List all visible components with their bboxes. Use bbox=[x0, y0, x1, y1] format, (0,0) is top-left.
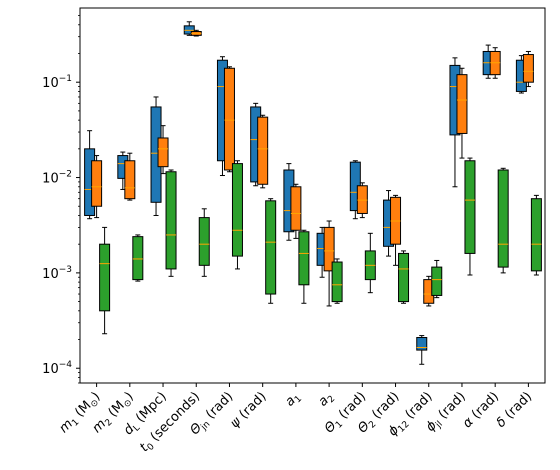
box-series-1-cat-1 bbox=[124, 152, 136, 201]
y-tick-label: 10−3 bbox=[42, 265, 72, 282]
box-body bbox=[99, 243, 111, 312]
x-tick-label: a2 bbox=[316, 389, 338, 411]
box-body bbox=[497, 169, 509, 268]
y-tick-label: 10−4 bbox=[42, 360, 72, 377]
box-series-1-cat-11 bbox=[456, 67, 468, 159]
x-tick-label: δ (rad) bbox=[494, 389, 536, 431]
box-series-1-cat-13 bbox=[522, 50, 534, 88]
box-series-2-cat-1 bbox=[132, 234, 144, 282]
box-body bbox=[124, 160, 136, 200]
box-body bbox=[231, 163, 243, 257]
box-body bbox=[265, 200, 277, 295]
box-series-1-cat-8 bbox=[356, 182, 368, 219]
box-series-1-cat-6 bbox=[290, 183, 302, 239]
box-body bbox=[398, 252, 410, 303]
box-series-1-cat-12 bbox=[489, 47, 501, 79]
box-series-1-cat-0 bbox=[91, 155, 103, 219]
box-body bbox=[464, 160, 476, 254]
box-body bbox=[257, 116, 269, 185]
axes-frame bbox=[79, 7, 546, 384]
x-tick-label: m2 (M⊙) bbox=[90, 389, 138, 437]
box-body bbox=[522, 54, 534, 83]
box-series-2-cat-12 bbox=[497, 167, 509, 274]
box-body bbox=[416, 337, 428, 351]
box-body bbox=[456, 74, 468, 134]
box-body bbox=[290, 186, 302, 231]
box-series-2-cat-7 bbox=[331, 258, 343, 304]
box-body bbox=[298, 231, 310, 286]
plot-frame bbox=[79, 7, 546, 384]
box-body bbox=[331, 261, 343, 303]
box-series-2-cat-13 bbox=[530, 194, 542, 276]
boxes-layer bbox=[84, 21, 542, 365]
box-series-1-cat-5 bbox=[257, 114, 269, 189]
y-tick-label: 10−1 bbox=[42, 74, 72, 91]
box-series-2-cat-8 bbox=[364, 232, 376, 294]
box-series-1-cat-9 bbox=[390, 194, 402, 266]
x-tick-label: ψ (rad) bbox=[227, 389, 269, 431]
box-body bbox=[165, 171, 177, 270]
box-series-2-cat-4 bbox=[231, 160, 243, 270]
box-body bbox=[198, 217, 210, 266]
box-body bbox=[530, 198, 542, 272]
box-series-2-cat-10 bbox=[431, 259, 443, 299]
box-body bbox=[223, 67, 235, 171]
box-body bbox=[91, 160, 103, 207]
box-series-1-cat-4 bbox=[223, 66, 235, 173]
box-series-2-cat-6 bbox=[298, 229, 310, 304]
box-body bbox=[431, 266, 443, 296]
box-series-1-cat-2 bbox=[157, 125, 169, 175]
box-series-2-cat-5 bbox=[265, 198, 277, 304]
box-body bbox=[157, 137, 169, 168]
box-series-2-cat-2 bbox=[165, 169, 177, 277]
x-axis: m1 (M⊙)m2 (M⊙)dL (Mpc)t0 (seconds)Θjn (r… bbox=[56, 383, 536, 455]
box-body bbox=[132, 236, 144, 281]
box-series-2-cat-9 bbox=[398, 250, 410, 304]
x-tick-label: a1 bbox=[282, 389, 304, 411]
box-series-2-cat-3 bbox=[198, 208, 210, 277]
box-series-1-cat-3 bbox=[190, 29, 202, 37]
y-axis: 10−4 10−3 10−2 10−1 bbox=[42, 15, 80, 384]
box-body bbox=[323, 226, 335, 272]
box-series-2-cat-0 bbox=[99, 226, 111, 335]
x-tick-label: α (rad) bbox=[460, 389, 502, 431]
y-tick-label: 10−2 bbox=[42, 170, 72, 187]
box-series-1-cat-7 bbox=[323, 220, 335, 307]
box-series-2-cat-11 bbox=[464, 157, 476, 276]
box-series-0-cat-10 bbox=[416, 335, 428, 365]
